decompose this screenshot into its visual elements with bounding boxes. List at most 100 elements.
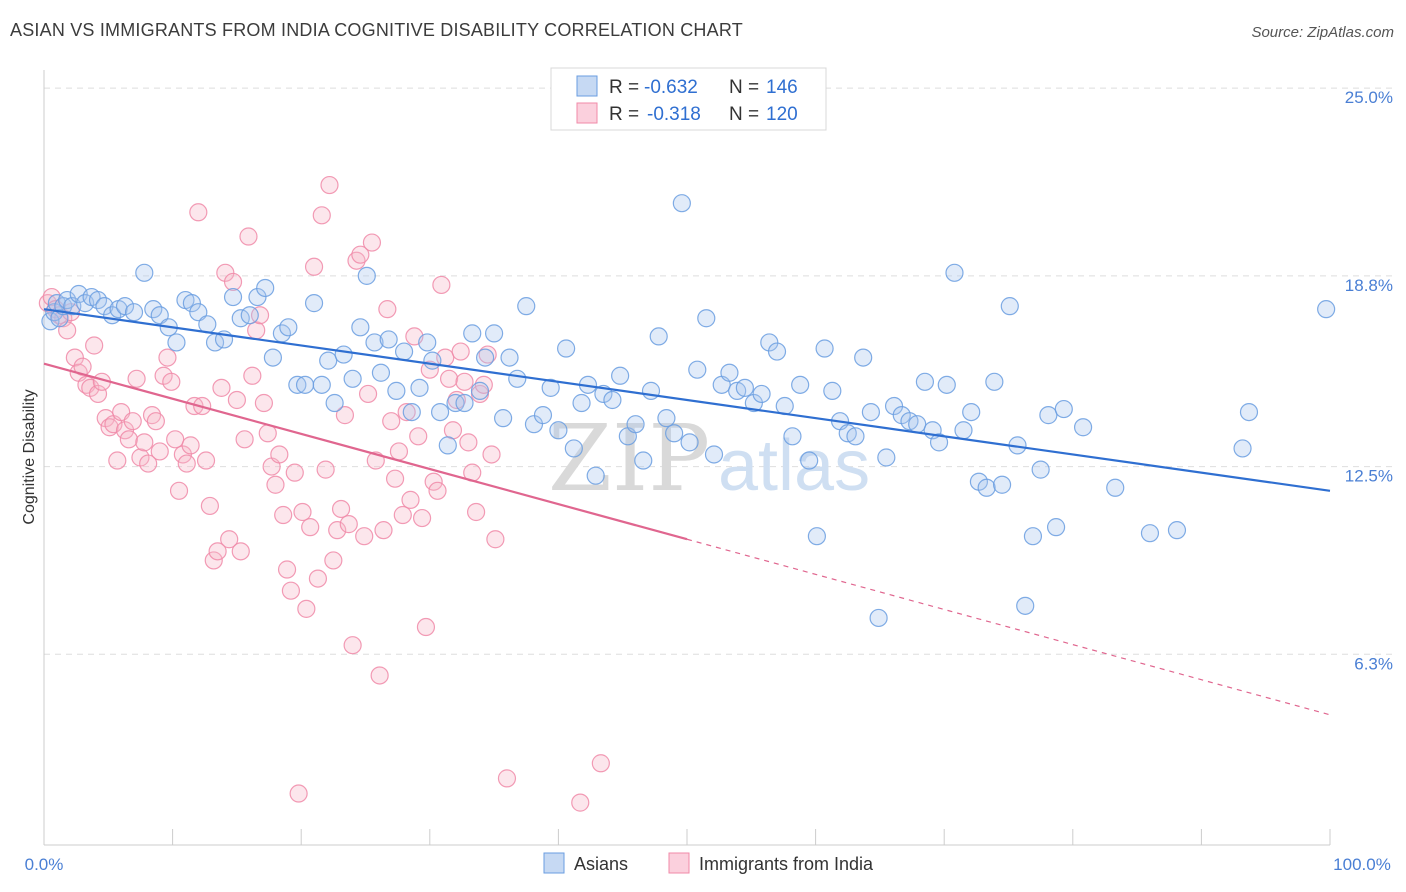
- india-point: [439, 369, 459, 388]
- india-point: [158, 348, 177, 367]
- asian-point: [861, 402, 880, 422]
- asian-point: [124, 303, 144, 322]
- legend-n-value-asian: 146: [766, 77, 798, 98]
- asian-point: [182, 294, 201, 313]
- india-point: [374, 521, 393, 540]
- trend-lines: [43, 308, 1331, 716]
- asian-point: [455, 393, 474, 413]
- asian-point: [418, 333, 437, 352]
- asian-point: [557, 339, 576, 358]
- india-point: [239, 227, 258, 246]
- india-point: [231, 542, 250, 561]
- india-point: [301, 518, 320, 537]
- india-point: [382, 412, 401, 431]
- asian-point: [351, 318, 370, 337]
- asian-point: [586, 466, 605, 485]
- india-point: [223, 272, 243, 292]
- asian-point: [915, 372, 935, 391]
- asian-trend-line: [43, 308, 1331, 492]
- india-point: [285, 463, 304, 482]
- legend-n-label-asian: N =: [729, 77, 759, 98]
- india-point: [289, 784, 308, 803]
- india-point: [378, 300, 397, 319]
- asian-point: [1016, 596, 1035, 615]
- asian-point: [223, 287, 243, 307]
- asian-point: [929, 433, 949, 452]
- asian-point: [823, 381, 842, 400]
- india-point: [308, 569, 328, 588]
- legend-n-label-india: N =: [729, 104, 759, 125]
- asian-point: [977, 478, 996, 497]
- asian-point: [877, 448, 896, 467]
- bottom-legend-label-india: Immigrants from India: [699, 854, 874, 874]
- asian-point: [688, 360, 707, 379]
- asian-point: [572, 393, 591, 413]
- asian-point: [319, 351, 338, 370]
- india-point: [146, 412, 165, 431]
- india-point: [162, 372, 181, 391]
- asian-point: [365, 333, 384, 352]
- watermark-atlas: atlas: [718, 426, 870, 506]
- india-point: [331, 499, 351, 519]
- india-point: [312, 206, 331, 225]
- legend-n-value-india: 120: [766, 104, 798, 125]
- asian-point: [1140, 524, 1160, 543]
- asian-point: [470, 381, 490, 400]
- india-point: [351, 245, 370, 264]
- bottom-legend: Asians Immigrants from India: [543, 852, 874, 874]
- legend-r-value-asian: -0.632: [644, 77, 698, 98]
- source-label: Source: ZipAtlas.com: [1251, 24, 1394, 41]
- asian-point: [1167, 521, 1187, 540]
- india-point: [478, 345, 497, 364]
- india-point: [177, 454, 196, 473]
- asian-point: [500, 348, 519, 367]
- india-point: [401, 490, 420, 509]
- asian-point: [760, 333, 779, 352]
- india-point: [397, 402, 416, 422]
- legend-r-value-india: -0.318: [647, 104, 701, 125]
- asian-point: [720, 363, 739, 382]
- india-point: [428, 481, 447, 500]
- india-point: [127, 369, 146, 388]
- y-tick-label: 18.8%: [1345, 276, 1393, 295]
- india-point: [335, 406, 355, 425]
- india-point: [370, 666, 389, 685]
- india-point: [254, 393, 274, 413]
- asian-point: [704, 445, 724, 464]
- asian-point: [752, 384, 771, 404]
- india-point: [139, 454, 158, 473]
- asian-point: [954, 421, 973, 440]
- india-point: [212, 378, 231, 397]
- india-point: [466, 502, 486, 522]
- india-point: [497, 769, 517, 788]
- india-point: [247, 321, 266, 340]
- asian-point: [962, 402, 981, 422]
- india-point: [424, 472, 443, 491]
- asian-point: [256, 278, 275, 298]
- india-point: [432, 275, 451, 295]
- asian-point: [1106, 478, 1125, 497]
- legend-box: R = -0.632 N = 146 R = -0.318 N = 120: [550, 67, 827, 131]
- asian-point: [549, 421, 568, 440]
- india-point: [274, 505, 293, 525]
- india-points: [38, 175, 610, 812]
- india-point: [451, 342, 470, 361]
- india-point: [200, 496, 219, 516]
- asian-point: [240, 306, 259, 325]
- india-point: [385, 469, 405, 488]
- asian-point: [463, 324, 482, 343]
- x-tick-marks: [43, 829, 1331, 845]
- india-point: [412, 508, 432, 528]
- asian-point: [50, 309, 69, 328]
- asian-point: [334, 345, 353, 364]
- asian-point: [1239, 402, 1259, 422]
- india-point: [409, 427, 428, 446]
- asian-point: [279, 318, 298, 337]
- india-point: [293, 502, 312, 522]
- asian-point: [288, 375, 307, 394]
- india-point: [189, 203, 208, 222]
- asian-point: [430, 402, 450, 422]
- asian-point: [800, 451, 819, 470]
- asian-point: [649, 327, 668, 346]
- asian-point: [846, 427, 865, 446]
